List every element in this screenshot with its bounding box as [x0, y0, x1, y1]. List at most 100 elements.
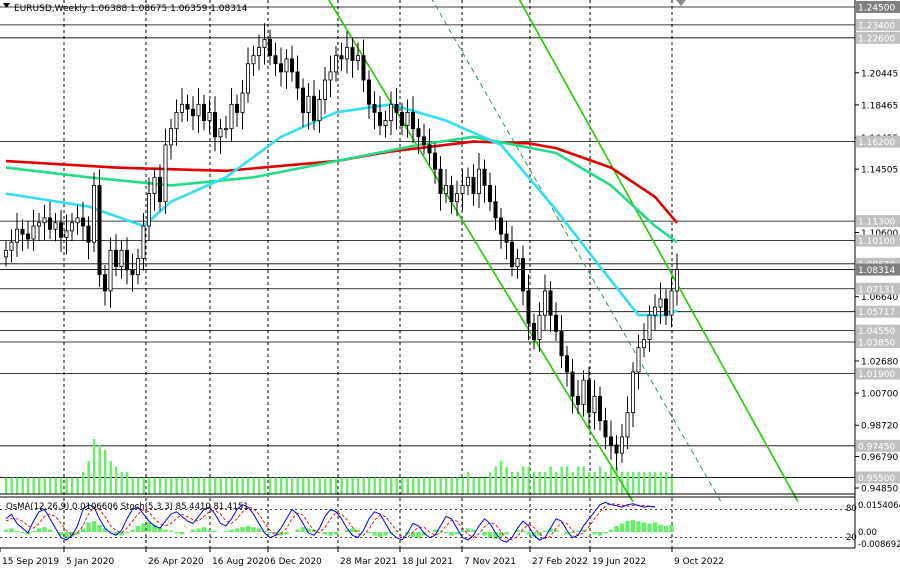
osma-bar	[97, 524, 102, 532]
candle-body	[410, 112, 415, 130]
price-candles	[4, 23, 680, 471]
volume-bar	[423, 477, 426, 494]
osma-bar	[350, 528, 355, 532]
volume-bar	[670, 477, 673, 494]
candle-body	[598, 395, 603, 422]
candle-body	[361, 55, 366, 81]
candle-body	[9, 241, 14, 251]
candle-body	[487, 185, 492, 203]
osma-bar	[14, 530, 20, 532]
volume-bar	[357, 477, 360, 494]
volume-bar	[38, 477, 41, 494]
candle-body	[157, 176, 162, 203]
volume-bar	[21, 477, 24, 494]
candle-body	[609, 436, 614, 446]
price-tick-label: 0.96790	[861, 453, 898, 463]
price-tick-label: 1.02680	[861, 357, 898, 367]
volume-bar	[610, 466, 613, 494]
candle-body	[174, 112, 179, 130]
osma-bar	[119, 532, 124, 536]
volume-bar	[104, 450, 107, 494]
osma-bar	[630, 520, 636, 532]
volume-bar	[65, 477, 68, 494]
volume-bar	[54, 477, 57, 494]
volume-bar	[450, 477, 453, 494]
candle-body	[421, 136, 426, 146]
volume-bar	[142, 477, 145, 494]
osma-bar	[548, 528, 553, 532]
candle-body	[405, 112, 410, 126]
price-pane[interactable]	[0, 0, 855, 548]
osma-bar	[614, 526, 619, 532]
candle-body	[631, 371, 636, 413]
volume-bar	[527, 466, 530, 494]
volume-bar	[390, 477, 393, 494]
candle-body	[548, 290, 553, 316]
level-label: 1.01900	[858, 370, 895, 380]
candle-body	[658, 298, 663, 308]
osma-bar	[564, 532, 570, 535]
candle-body	[372, 103, 377, 113]
osma-bar	[47, 529, 53, 532]
volume-bar	[511, 472, 514, 494]
osma-bar	[168, 530, 174, 532]
candle-body	[59, 222, 64, 238]
volume-bar	[247, 477, 250, 494]
candle-body	[278, 63, 283, 73]
level-label-bg	[856, 335, 900, 348]
candle-body	[70, 222, 75, 232]
candle-body	[642, 339, 647, 349]
volume-bar	[494, 466, 497, 494]
time-axis-ticks: 15 Sep 2019 5 Jan 2020 26 Apr 2020 16 Aug 2…	[0, 548, 724, 567]
volume-bar	[566, 466, 569, 494]
stoch-main-line	[5, 501, 656, 543]
volume-bar	[588, 472, 591, 494]
volume-bar	[483, 477, 486, 494]
candle-body	[383, 120, 388, 126]
volume-bar	[98, 444, 101, 494]
volume-bar	[538, 472, 541, 494]
candle-body	[168, 128, 173, 146]
volume-bar	[351, 477, 354, 494]
scroll-marker-icon[interactable]	[676, 0, 686, 6]
oscillator-axis: 0.0154064 80 0.00 20 -0.008692	[846, 501, 900, 550]
volume-bar	[329, 477, 332, 494]
volume-bar	[401, 477, 404, 494]
osma-bar	[498, 532, 504, 537]
time-tick-label: 9 Oct 2022	[674, 557, 724, 567]
volume-bar	[280, 477, 283, 494]
time-tick-label: 18 Jul 2021	[402, 557, 453, 567]
volume-bar	[637, 472, 640, 494]
volume-bar	[60, 477, 63, 494]
level-label: 1.23400	[858, 21, 895, 31]
time-tick-label: 15 Sep 2019	[2, 557, 59, 567]
osma-bar	[460, 530, 465, 532]
volume-bar	[461, 477, 464, 494]
volume-bar	[164, 477, 167, 494]
osma-bar	[300, 527, 306, 532]
osma-bar	[570, 532, 575, 534]
candle-body	[262, 39, 267, 48]
osma-bar	[449, 532, 454, 536]
horizontal-levels	[0, 6, 855, 478]
candle-body	[388, 103, 393, 121]
candle-body	[620, 436, 625, 454]
osc-axis-top: 0.0154064	[858, 501, 900, 511]
oscillator-pane[interactable]	[0, 501, 855, 543]
candle-body	[114, 249, 119, 267]
volume-bar	[335, 477, 338, 494]
candle-body	[498, 217, 503, 235]
osma-bar	[537, 532, 542, 536]
volume-bar	[302, 477, 305, 494]
volume-bar	[274, 477, 277, 494]
volume-bar	[27, 477, 30, 494]
candle-body	[48, 217, 53, 230]
candle-body	[603, 420, 608, 438]
price-tick-label: 1.18465	[861, 101, 898, 111]
candle-body	[493, 201, 498, 219]
osma-bar	[625, 521, 630, 532]
time-tick-label: 19 Jun 2022	[592, 557, 646, 567]
level-label-bg	[856, 324, 900, 337]
level-label: 1.16200	[858, 138, 895, 148]
